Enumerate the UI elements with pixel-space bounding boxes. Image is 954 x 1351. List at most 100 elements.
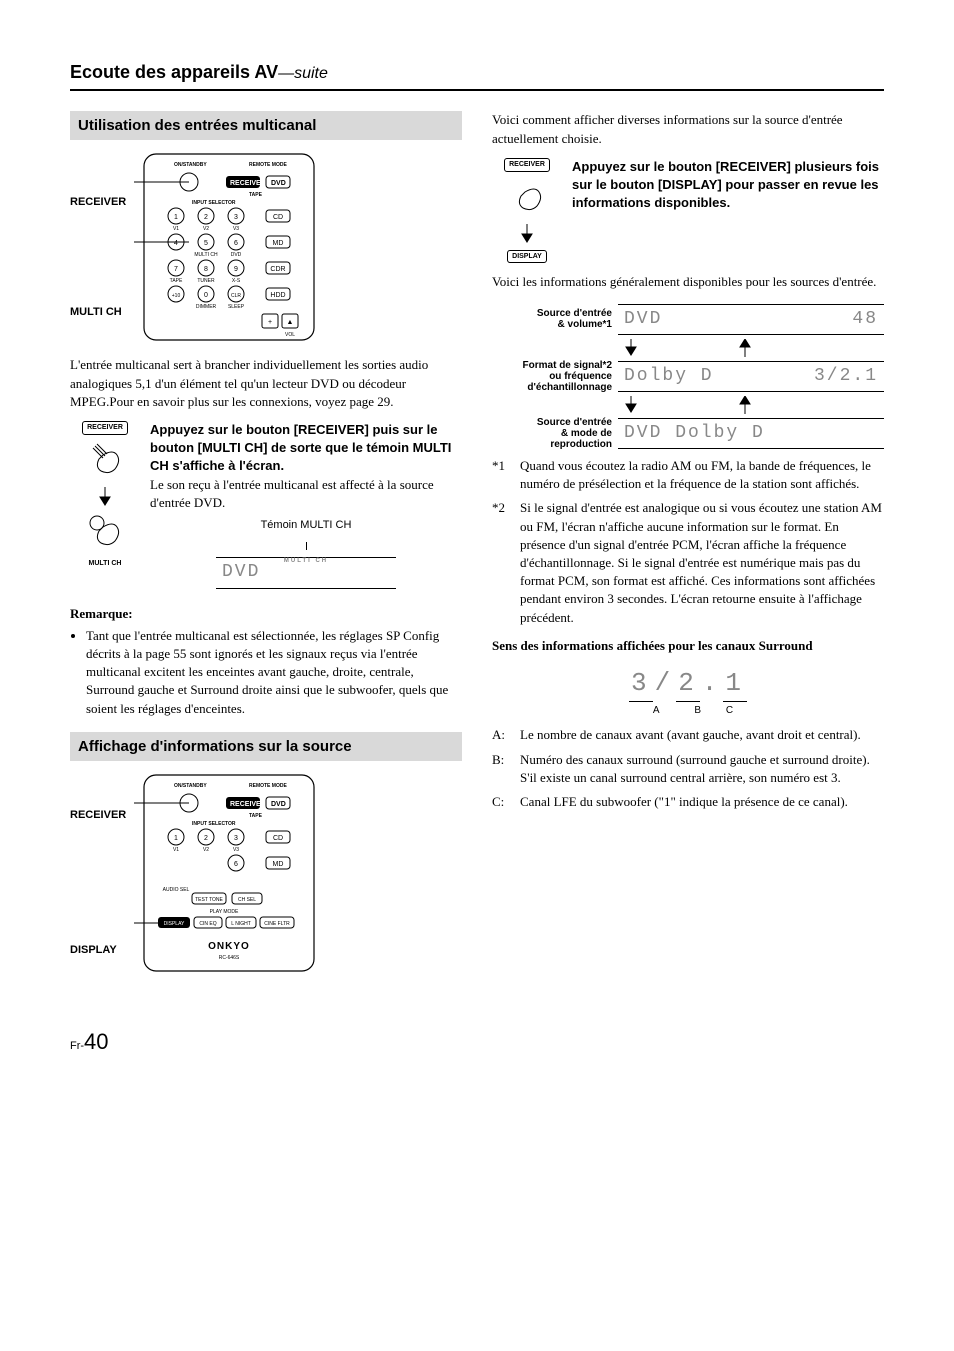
down-arrow-icon <box>98 487 112 507</box>
right-intro: Voici comment afficher diverses informat… <box>492 111 884 147</box>
receiver-button-icon: RECEIVER <box>504 158 550 172</box>
step1-body: Le son reçu à l'entrée multicanal est af… <box>150 476 462 512</box>
arrows-2 <box>492 396 884 414</box>
label-display: DISPLAY <box>70 943 126 958</box>
svg-text:6: 6 <box>234 240 238 247</box>
right-para2: Voici les informations généralement disp… <box>492 273 884 291</box>
svg-text:TAPE: TAPE <box>249 813 263 819</box>
label-receiver: RECEIVER <box>70 195 126 210</box>
display-button-icon: DISPLAY <box>507 250 547 264</box>
svg-text:L NIGHT: L NIGHT <box>231 921 251 927</box>
svg-text:V2: V2 <box>203 847 209 853</box>
svg-text:MD: MD <box>273 861 284 868</box>
down-arrow-icon <box>624 339 638 357</box>
svg-text:DVD: DVD <box>271 180 286 187</box>
multich-label: MULTI CH <box>89 559 122 569</box>
sens-heading: Sens des informations affichées pour les… <box>492 637 884 655</box>
left-column: Utilisation des entrées multicanal RECEI… <box>70 111 462 986</box>
temoin-caption: Témoin MULTI CH <box>150 518 462 533</box>
down-arrow-icon <box>624 396 638 414</box>
remote-icon: ON/STANDBY REMOTE MODE RECEIVER DVD TAPE… <box>134 773 324 973</box>
svg-text:DIMMER: DIMMER <box>196 304 217 310</box>
svg-text:DVD: DVD <box>231 252 242 258</box>
two-column-layout: Utilisation des entrées multicanal RECEI… <box>70 111 884 986</box>
title-main: Ecoute des appareils AV <box>70 62 278 82</box>
remote-diagram-2: RECEIVER DISPLAY ON/STANDBY REMOTE MODE … <box>70 773 462 973</box>
svg-text:9: 9 <box>234 266 238 273</box>
svg-text:+: + <box>268 319 272 326</box>
svg-text:3: 3 <box>234 214 238 221</box>
svg-text:REMOTE MODE: REMOTE MODE <box>249 162 287 168</box>
svg-text:RECEIVER: RECEIVER <box>230 801 266 808</box>
svg-text:PLAY MODE: PLAY MODE <box>210 909 239 915</box>
remark-list: Tant que l'entrée multicanal est sélecti… <box>70 627 462 718</box>
svg-text:RC-646S: RC-646S <box>219 955 240 961</box>
right-column: Voici comment afficher diverses informat… <box>492 111 884 986</box>
label-receiver-2: RECEIVER <box>70 808 126 823</box>
svg-text:8: 8 <box>204 266 208 273</box>
remote-diagram-1: RECEIVER MULTI CH ON/STANDBY REMOTE MODE… <box>70 152 462 342</box>
hand-press-icon <box>85 441 125 481</box>
footnote-1: *1 Quand vous écoutez la radio AM ou FM,… <box>492 457 884 493</box>
svg-text:4: 4 <box>174 240 178 247</box>
svg-text:X-S: X-S <box>232 278 241 284</box>
svg-text:DVD: DVD <box>271 801 286 808</box>
hand-press-icon <box>507 178 547 218</box>
svg-text:1: 1 <box>174 214 178 221</box>
hand-press-icon <box>85 513 125 553</box>
remote-icon: ON/STANDBY REMOTE MODE RECEIVER DVD TAPE… <box>134 152 324 342</box>
svg-text:V3: V3 <box>233 847 239 853</box>
svg-text:TAPE: TAPE <box>170 278 183 284</box>
svg-text:ON/STANDBY: ON/STANDBY <box>174 162 207 168</box>
svg-text:5: 5 <box>204 240 208 247</box>
svg-text:MULTI CH: MULTI CH <box>195 252 219 258</box>
svg-text:INPUT SELECTOR: INPUT SELECTOR <box>192 200 236 206</box>
svg-text:6: 6 <box>234 861 238 868</box>
page-title: Ecoute des appareils AV—suite <box>70 60 884 91</box>
svg-text:V2: V2 <box>203 226 209 232</box>
svg-text:▲: ▲ <box>287 319 294 326</box>
row1-label: Source d'entrée & volume*1 <box>492 308 612 330</box>
svg-text:CLR: CLR <box>231 293 241 299</box>
svg-text:1: 1 <box>174 835 178 842</box>
section-multicanal-head: Utilisation des entrées multicanal <box>70 111 462 140</box>
label-multich: MULTI CH <box>70 305 126 320</box>
para-multicanal-intro: L'entrée multicanal sert à brancher indi… <box>70 356 462 411</box>
svg-text:HDD: HDD <box>271 292 286 299</box>
svg-text:V1: V1 <box>173 847 179 853</box>
svg-text:0: 0 <box>204 292 208 299</box>
svg-text:TUNER: TUNER <box>198 278 216 284</box>
svg-text:7: 7 <box>174 266 178 273</box>
svg-text:+10: +10 <box>172 293 181 299</box>
svg-text:2: 2 <box>204 214 208 221</box>
svg-text:ONKYO: ONKYO <box>208 941 250 952</box>
svg-text:TAPE: TAPE <box>249 192 263 198</box>
svg-text:VOL: VOL <box>285 332 295 338</box>
svg-text:3: 3 <box>234 835 238 842</box>
page-footer: Fr-40 <box>70 1027 884 1058</box>
channels-figure: 3/2.1 A B C <box>492 665 884 718</box>
svg-text:CINE FLTR: CINE FLTR <box>265 921 291 927</box>
svg-text:V3: V3 <box>233 226 239 232</box>
svg-text:CD: CD <box>273 214 283 221</box>
svg-text:AUDIO SEL: AUDIO SEL <box>163 887 190 893</box>
remark-heading: Remarque: <box>70 605 462 623</box>
svg-text:V1: V1 <box>173 226 179 232</box>
svg-text:CDR: CDR <box>271 266 286 273</box>
svg-text:REMOTE MODE: REMOTE MODE <box>249 783 287 789</box>
svg-text:CD: CD <box>273 835 283 842</box>
step-display-bold: Appuyez sur le bouton [RECEIVER] plusieu… <box>572 158 884 213</box>
step1-bold: Appuyez sur le bouton [RECEIVER] puis su… <box>150 421 462 476</box>
section-affichage-head: Affichage d'informations sur la source <box>70 732 462 761</box>
temoin-lcd: MULTI CH DVD <box>216 557 396 588</box>
svg-text:RECEIVER: RECEIVER <box>230 180 266 187</box>
step-display: RECEIVER DISPLAY Appuyez sur le bouton [… <box>492 158 884 264</box>
svg-text:ON/STANDBY: ON/STANDBY <box>174 783 207 789</box>
svg-text:DISPLAY: DISPLAY <box>164 921 185 927</box>
row2-label: Format de signal*2 ou fréquence d'échant… <box>492 360 612 393</box>
svg-text:2: 2 <box>204 835 208 842</box>
row3-lcd: DVD Dolby D <box>618 418 884 449</box>
svg-text:INPUT SELECTOR: INPUT SELECTOR <box>192 821 236 827</box>
svg-text:CIN EQ: CIN EQ <box>200 921 217 927</box>
svg-text:MD: MD <box>273 240 284 247</box>
